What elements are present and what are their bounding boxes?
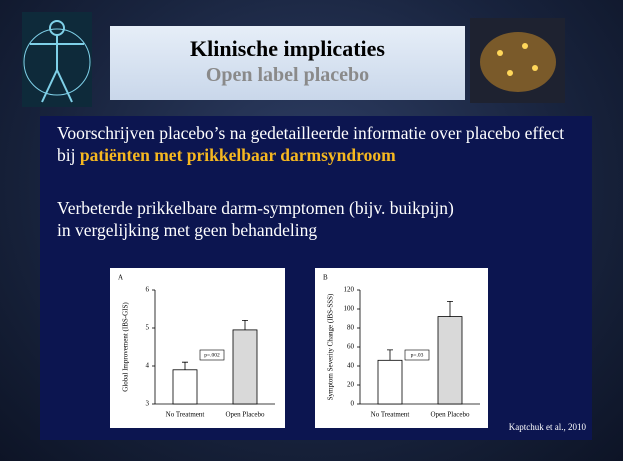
source: Kaptchuk et al., 2010 bbox=[509, 422, 586, 432]
highlight: patiënten met prikkelbaar darmsyndroom bbox=[80, 145, 396, 165]
text-line: in vergelijking met geen behandeling bbox=[57, 219, 454, 241]
text-line: Verbeterde prikkelbare darm-symptomen (b… bbox=[57, 197, 454, 219]
annotation: p=.002 bbox=[204, 352, 220, 358]
bar bbox=[438, 317, 462, 404]
paragraph: Verbeterde prikkelbare darm-symptomen (b… bbox=[57, 197, 454, 241]
bar bbox=[378, 360, 402, 404]
x-tick-label: No Treatment bbox=[371, 411, 410, 419]
y-tick-label: 4 bbox=[146, 362, 150, 370]
y-tick-label: 20 bbox=[347, 381, 355, 389]
y-tick-label: 0 bbox=[351, 400, 355, 408]
y-tick-label: 120 bbox=[344, 286, 355, 294]
slide-subtitle: Open label placebo bbox=[110, 64, 465, 87]
y-tick-label: 3 bbox=[146, 400, 150, 408]
y-tick-label: 5 bbox=[146, 324, 150, 332]
y-tick-label: 100 bbox=[344, 305, 355, 313]
chart-title: A bbox=[118, 274, 123, 282]
header: Klinische implicaties Open label placebo bbox=[110, 26, 465, 100]
y-tick-label: 6 bbox=[146, 286, 150, 294]
bar bbox=[173, 370, 197, 404]
y-tick-label: 60 bbox=[347, 343, 355, 351]
content-area: Voorschrijven placebo’s na gedetailleerd… bbox=[40, 116, 592, 440]
chart: A Global Improvement (IBS-GIS) 3 4 5 6 No Trea… bbox=[110, 268, 285, 428]
slide-title: Klinische implicaties bbox=[110, 36, 465, 62]
chart: B Symptom Severity Change (IBS-SSS) 0 20 40 6… bbox=[315, 268, 488, 428]
x-tick-label: No Treatment bbox=[166, 411, 205, 419]
chart-title: B bbox=[323, 274, 328, 282]
error-bar bbox=[242, 320, 248, 330]
brain-image bbox=[470, 18, 565, 103]
y-tick-label: 80 bbox=[347, 324, 355, 332]
x-tick-label: Open Placebo bbox=[430, 411, 470, 419]
y-axis-label: Symptom Severity Change (IBS-SSS) bbox=[327, 293, 335, 400]
error-bar bbox=[387, 350, 393, 360]
x-tick-label: Open Placebo bbox=[225, 411, 265, 419]
bar bbox=[233, 330, 257, 404]
y-tick-label: 40 bbox=[347, 362, 355, 370]
error-bar bbox=[182, 362, 188, 370]
error-bar bbox=[447, 301, 453, 316]
anatomy-image bbox=[22, 12, 92, 107]
annotation: p=.03 bbox=[411, 352, 424, 358]
paragraph: Voorschrijven placebo’s na gedetailleerd… bbox=[57, 122, 577, 166]
y-axis-label: Global Improvement (IBS-GIS) bbox=[122, 302, 130, 392]
slide: Klinische implicaties Open label placebo… bbox=[0, 0, 623, 461]
